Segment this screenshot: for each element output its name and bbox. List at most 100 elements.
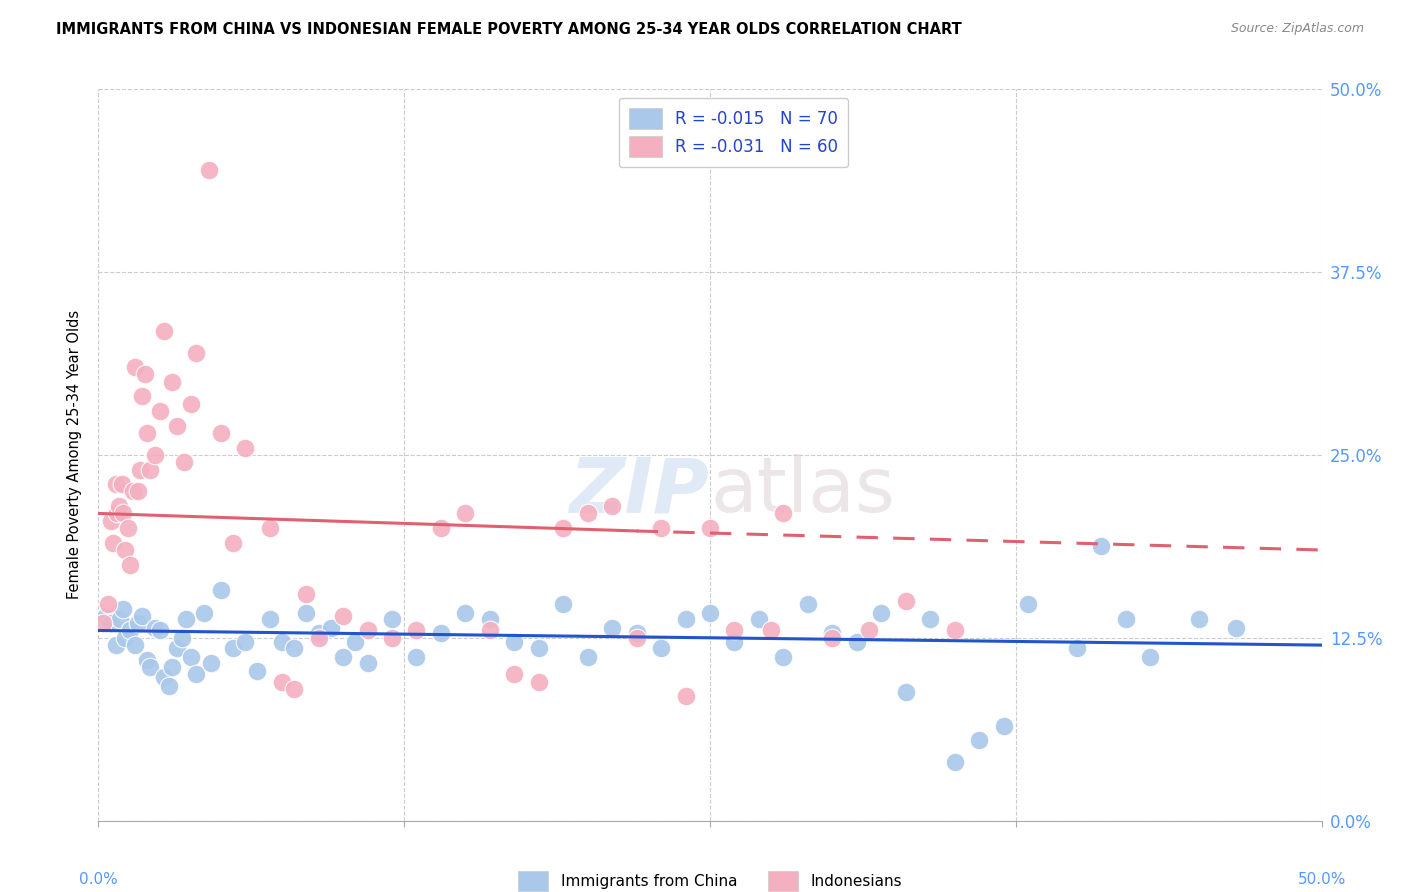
Point — [675, 612, 697, 626]
Point — [259, 612, 281, 626]
Point — [136, 425, 159, 440]
Point — [381, 612, 404, 626]
Point — [143, 448, 166, 462]
Point — [283, 640, 305, 655]
Point — [527, 674, 550, 689]
Point — [129, 462, 152, 476]
Point — [233, 635, 256, 649]
Point — [576, 649, 599, 664]
Point — [209, 425, 232, 440]
Point — [295, 606, 318, 620]
Point — [246, 665, 269, 679]
Y-axis label: Female Poverty Among 25-34 Year Olds: Female Poverty Among 25-34 Year Olds — [67, 310, 83, 599]
Text: ZIP: ZIP — [571, 455, 710, 528]
Point — [821, 626, 844, 640]
Point — [845, 635, 868, 649]
Point — [332, 649, 354, 664]
Point — [121, 484, 143, 499]
Point — [124, 638, 146, 652]
Point — [699, 606, 721, 620]
Text: Source: ZipAtlas.com: Source: ZipAtlas.com — [1230, 22, 1364, 36]
Point — [1090, 539, 1112, 553]
Point — [650, 521, 672, 535]
Point — [761, 624, 783, 638]
Point — [120, 558, 142, 572]
Text: atlas: atlas — [710, 455, 894, 528]
Point — [186, 667, 208, 681]
Point — [108, 499, 131, 513]
Point — [430, 521, 453, 535]
Point — [270, 635, 294, 649]
Point — [91, 616, 114, 631]
Point — [1225, 621, 1247, 635]
Point — [180, 397, 202, 411]
Point — [149, 624, 172, 638]
Point — [149, 404, 172, 418]
Point — [1188, 612, 1211, 626]
Point — [308, 626, 330, 640]
Point — [772, 507, 794, 521]
Point — [166, 418, 188, 433]
Point — [160, 375, 183, 389]
Point — [114, 631, 136, 645]
Point — [97, 597, 120, 611]
Point — [894, 685, 917, 699]
Point — [527, 640, 550, 655]
Point — [600, 499, 623, 513]
Point — [209, 582, 232, 597]
Point — [120, 624, 142, 638]
Point — [117, 521, 139, 535]
Text: 50.0%: 50.0% — [1298, 871, 1346, 887]
Point — [1066, 640, 1088, 655]
Text: 0.0%: 0.0% — [79, 871, 118, 887]
Text: IMMIGRANTS FROM CHINA VS INDONESIAN FEMALE POVERTY AMONG 25-34 YEAR OLDS CORRELA: IMMIGRANTS FROM CHINA VS INDONESIAN FEMA… — [56, 22, 962, 37]
Point — [143, 621, 166, 635]
Point — [111, 477, 134, 491]
Point — [111, 507, 134, 521]
Point — [105, 507, 128, 521]
Point — [430, 626, 453, 640]
Point — [650, 640, 672, 655]
Point — [894, 594, 917, 608]
Point — [127, 616, 149, 631]
Point — [127, 484, 149, 499]
Point — [503, 667, 526, 681]
Point — [100, 616, 122, 631]
Point — [478, 624, 501, 638]
Point — [193, 606, 215, 620]
Point — [748, 612, 770, 626]
Point — [699, 521, 721, 535]
Point — [173, 455, 195, 469]
Legend: Immigrants from China, Indonesians: Immigrants from China, Indonesians — [512, 865, 908, 892]
Point — [454, 606, 477, 620]
Point — [222, 535, 245, 549]
Point — [131, 389, 153, 403]
Point — [626, 631, 648, 645]
Point — [626, 626, 648, 640]
Point — [943, 755, 966, 769]
Point — [821, 631, 844, 645]
Point — [675, 690, 697, 704]
Point — [503, 635, 526, 649]
Point — [356, 624, 378, 638]
Point — [1139, 649, 1161, 664]
Point — [170, 631, 193, 645]
Point — [180, 649, 202, 664]
Point — [454, 507, 477, 521]
Point — [356, 656, 378, 670]
Point — [94, 608, 117, 623]
Point — [131, 608, 153, 623]
Point — [166, 640, 188, 655]
Point — [858, 624, 880, 638]
Point — [124, 360, 146, 375]
Point — [1017, 597, 1039, 611]
Point — [723, 624, 745, 638]
Point — [222, 640, 245, 655]
Point — [870, 606, 893, 620]
Point — [101, 535, 124, 549]
Point — [100, 514, 122, 528]
Point — [200, 656, 222, 670]
Point — [1115, 612, 1137, 626]
Point — [160, 660, 183, 674]
Point — [259, 521, 281, 535]
